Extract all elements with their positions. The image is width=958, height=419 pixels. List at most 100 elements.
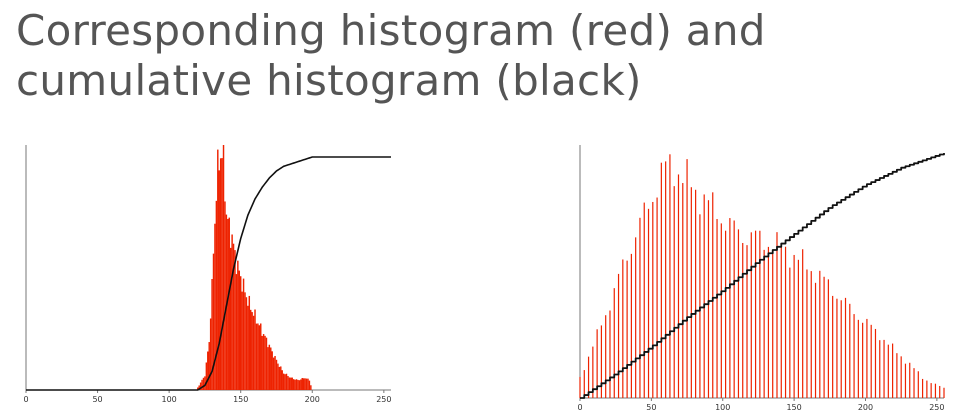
orig-histogram-bar [239, 276, 242, 390]
orig-histogram-bar [301, 377, 303, 390]
eq-histogram-bar [656, 197, 658, 398]
title-line-1: Corresponding histogram (red) and [16, 6, 766, 55]
orig-x-tick-label: 150 [233, 395, 248, 404]
orig-histogram-bar [278, 366, 281, 390]
orig-histogram-bar [211, 279, 213, 390]
eq-histogram-bar [926, 380, 928, 398]
orig-histogram-bar [272, 357, 275, 390]
orig-histogram-bar [209, 318, 212, 390]
eq-histogram-bar [810, 271, 812, 398]
orig-histogram-bar [250, 309, 252, 390]
eq-histogram-bar [849, 303, 851, 398]
eq-histogram-bar [930, 383, 932, 398]
eq-histogram-bar [780, 245, 782, 398]
orig-histogram-bar [208, 342, 210, 390]
eq-histogram-bar [639, 217, 641, 398]
orig-histogram-bar [212, 253, 215, 390]
eq-histogram-bar [622, 259, 624, 398]
orig-histogram-bar [221, 158, 223, 390]
orig-histogram-bar [261, 335, 263, 390]
orig-histogram-bar [275, 359, 278, 390]
eq-histogram-bar [673, 186, 675, 398]
eq-histogram-bar [690, 187, 692, 398]
eq-histogram-bar [840, 300, 842, 398]
orig-histogram-bar [302, 378, 305, 390]
orig-histogram-bar [247, 305, 249, 390]
orig-cumulative-line [26, 156, 391, 391]
orig-histogram-bar [201, 379, 203, 390]
eq-histogram-bar [729, 218, 731, 398]
orig-histogram-bar [260, 323, 262, 390]
eq-histogram-bar [695, 189, 697, 398]
orig-histogram-bar [202, 377, 205, 390]
eq-histogram-bar [583, 370, 585, 398]
orig-histogram-bar [297, 379, 299, 390]
orig-histogram-bar [298, 380, 301, 390]
orig-histogram-bar [199, 382, 202, 390]
eq-histogram-bar [892, 343, 894, 398]
eq-histogram-bar [587, 356, 590, 398]
orig-histogram-bar [227, 218, 229, 390]
eq-histogram-bar [870, 324, 872, 398]
orig-histogram-bar [232, 243, 235, 390]
eq-histogram-bar [725, 230, 727, 398]
eq-histogram-bar [635, 237, 637, 398]
eq-x-tick-label: 250 [929, 403, 944, 412]
orig-x-tick-label: 100 [161, 395, 176, 404]
orig-histogram-bar [268, 344, 271, 390]
orig-histogram-bar [265, 337, 268, 390]
eq-histogram-bar [682, 183, 684, 398]
orig-histogram-bar [285, 373, 288, 390]
orig-histogram-bar [267, 347, 269, 390]
orig-histogram-bar [308, 380, 311, 390]
eq-histogram-bar [652, 201, 654, 398]
eq-histogram-bar [763, 249, 765, 398]
eq-x-tick-label: 100 [715, 403, 730, 412]
eq-histogram-bar [789, 267, 791, 398]
orig-histogram-bar [264, 335, 266, 390]
orig-histogram-bar [294, 379, 296, 390]
orig-histogram-bar [219, 158, 222, 390]
orig-x-tick-label: 200 [305, 395, 320, 404]
orig-histogram-bar [257, 323, 259, 390]
eq-histogram-bar [874, 328, 877, 398]
eq-histogram-bar [844, 297, 847, 398]
eq-histogram-bar [617, 273, 620, 398]
orig-histogram-bar [218, 170, 220, 390]
eq-histogram-bar [660, 162, 662, 398]
eq-histogram-bar [887, 344, 889, 398]
orig-histogram-bar [197, 387, 199, 390]
orig-histogram-bar [215, 200, 218, 390]
eq-histogram-bar [862, 322, 864, 398]
eq-histogram-bar [737, 229, 740, 398]
eq-histogram-bar [793, 254, 795, 398]
eq-cumulative-line [580, 153, 945, 399]
eq-x-tick-label: 0 [577, 403, 582, 412]
eq-histogram-bar [605, 315, 607, 398]
orig-histogram-bar [245, 297, 248, 390]
orig-histogram-bar [207, 351, 209, 390]
orig-histogram-bar [307, 378, 309, 390]
eq-histogram-bar [879, 340, 881, 398]
eq-histogram-bar [823, 276, 825, 398]
eq-histogram-bars [579, 154, 945, 398]
orig-histogram-bar [224, 201, 226, 390]
orig-histogram-bar [271, 351, 273, 390]
eq-histogram-bar [707, 200, 710, 398]
orig-histogram-bar [255, 323, 258, 390]
orig-histogram-bar [205, 362, 208, 390]
orig-x-tick-label: 0 [23, 395, 28, 404]
eq-histogram-bar [759, 230, 761, 398]
eq-x-tick-label: 150 [786, 403, 801, 412]
eq-histogram-bar [626, 260, 628, 398]
orig-histogram-bar [291, 377, 293, 390]
title-line-2: cumulative histogram (black) [16, 56, 642, 105]
eq-histogram-bar [853, 314, 855, 398]
orig-histogram-bar [304, 378, 306, 390]
orig-x-tick-label: 50 [92, 395, 102, 404]
orig-histogram-bar [287, 376, 289, 390]
orig-histogram-bar [274, 356, 276, 390]
page-title: Corresponding histogram (red) and cumula… [16, 6, 766, 106]
eq-histogram-bar [746, 245, 748, 398]
